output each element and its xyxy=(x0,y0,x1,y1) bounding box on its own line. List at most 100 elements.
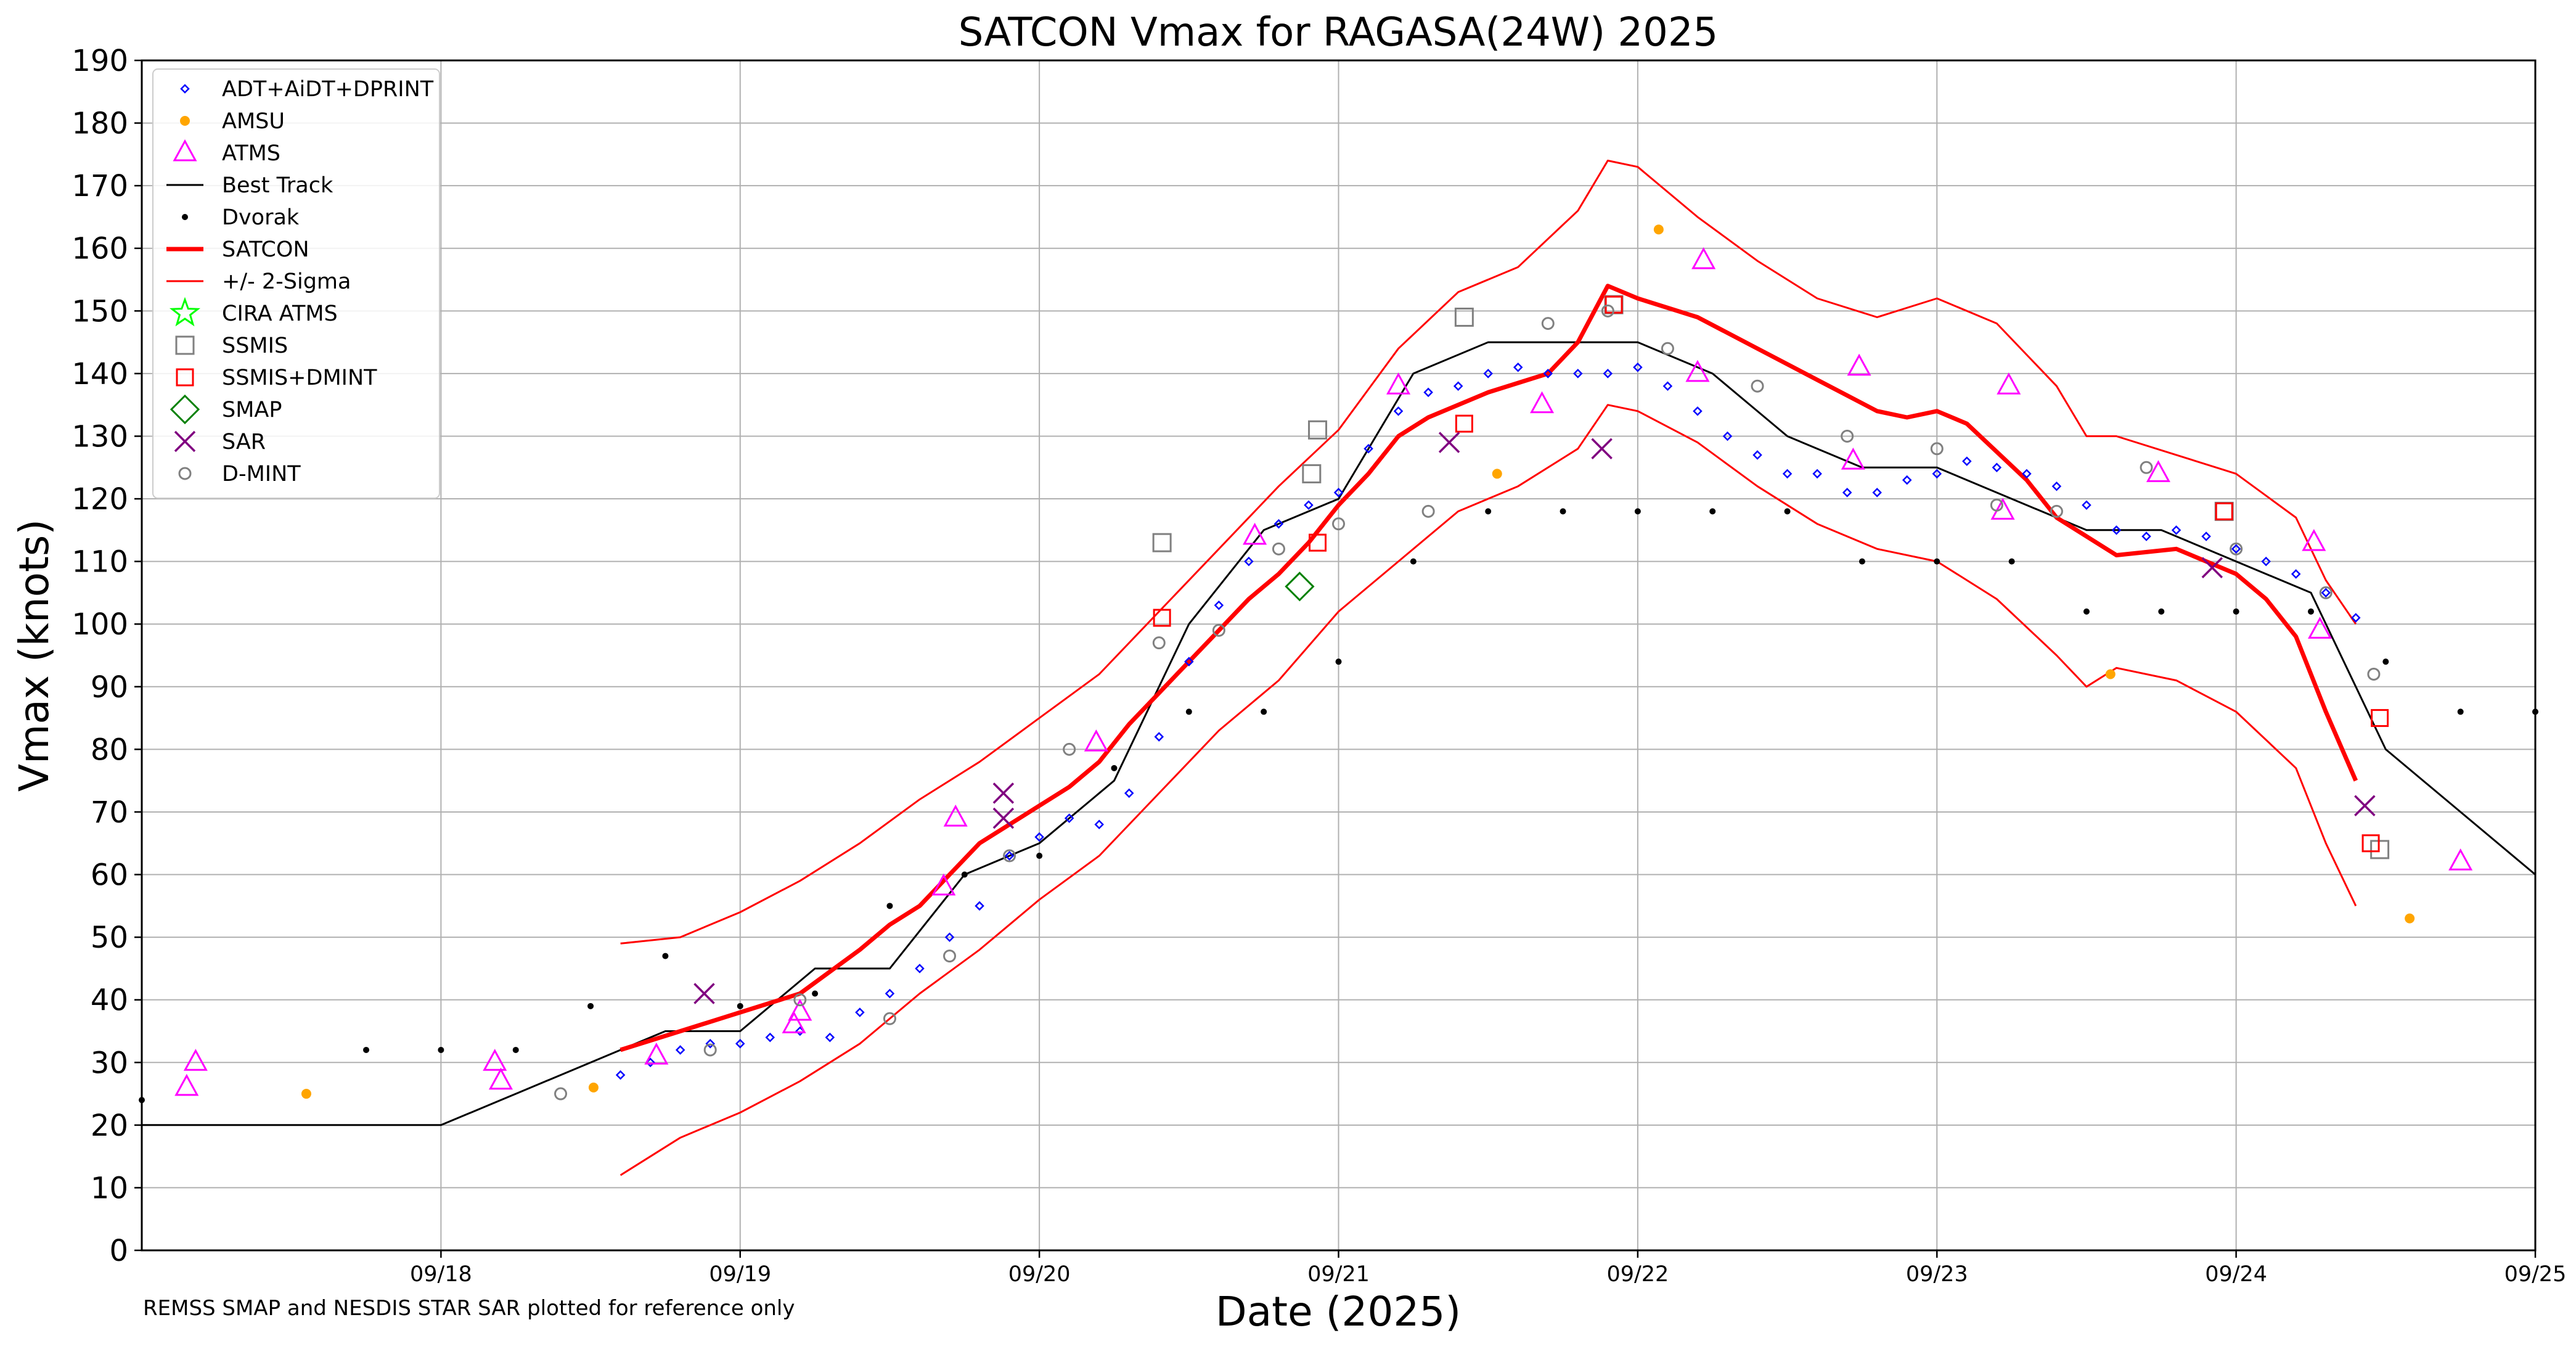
point-dvorak-shape xyxy=(1111,765,1118,771)
point-adt-shape xyxy=(1364,444,1373,454)
point-dvorak-shape xyxy=(1036,853,1043,859)
point-adt-shape xyxy=(1932,469,1942,479)
point-adt-shape xyxy=(1543,369,1553,379)
point-adt xyxy=(1693,406,1703,416)
point-sar-shape xyxy=(693,983,715,1004)
series-layer xyxy=(139,160,2538,1176)
series-adt-4 xyxy=(615,362,2361,1080)
legend-item-sar: SAR xyxy=(174,430,266,454)
point-dvorak xyxy=(363,1046,370,1053)
point-dvorak xyxy=(2233,608,2239,615)
point-dvorak-shape xyxy=(587,1003,594,1009)
point-dvorak-shape xyxy=(2382,658,2389,665)
point-dmint xyxy=(883,1012,896,1025)
x-tick-label: 09/18 xyxy=(410,1262,472,1287)
point-ssmis-shape xyxy=(1152,533,1172,552)
point-dmint-shape xyxy=(943,949,957,963)
series-line-satcon xyxy=(619,284,2358,1052)
point-dmint xyxy=(2050,504,2063,518)
point-dmint-shape xyxy=(1003,849,1016,863)
point-dmint xyxy=(1751,379,1764,393)
point-atms xyxy=(788,998,812,1021)
legend-item-ssmisdmint: SSMIS+DMINT xyxy=(176,366,377,390)
point-adt-shape xyxy=(855,1007,865,1017)
point-adt xyxy=(1124,788,1134,798)
point-smap xyxy=(1285,572,1315,602)
point-adt xyxy=(1543,369,1553,379)
point-ssmis-shape xyxy=(2214,501,2234,521)
point-sar xyxy=(1591,438,1613,460)
point-amsu xyxy=(2405,913,2415,924)
point-adt-shape xyxy=(2082,500,2091,510)
point-ssmisdmint xyxy=(1153,609,1171,627)
point-dvorak-shape xyxy=(1784,508,1791,515)
series-line-sigma xyxy=(619,404,2357,1176)
point-dvorak-shape xyxy=(1485,508,1492,515)
point-atms-shape xyxy=(2307,617,2333,639)
point-adt xyxy=(1902,475,1912,485)
point-atms-shape xyxy=(2146,460,2170,482)
point-ssmis-shape xyxy=(1308,420,1328,440)
point-adt-shape xyxy=(2171,525,2181,535)
point-ssmisdmint-shape xyxy=(1309,533,1327,552)
point-dvorak-shape xyxy=(2457,708,2464,715)
legend-swatch-ssmis-shape xyxy=(175,335,195,355)
point-adt-shape xyxy=(2141,531,2151,541)
point-adt-shape xyxy=(1902,475,1912,485)
legend-label-adt: ADT+AiDT+DPRINT xyxy=(222,77,434,102)
point-amsu xyxy=(1492,469,1502,479)
point-dmint xyxy=(2367,667,2381,681)
point-sar-shape xyxy=(992,782,1015,804)
point-atms xyxy=(782,1011,806,1033)
point-dmint-shape xyxy=(2319,586,2333,599)
point-atms-shape xyxy=(1847,353,1871,376)
point-atms xyxy=(2307,617,2333,639)
point-dvorak xyxy=(1709,508,1716,515)
point-atms-shape xyxy=(1685,359,1710,382)
point-dmint xyxy=(1003,849,1016,863)
point-ssmis xyxy=(2214,501,2234,521)
legend-label-sar: SAR xyxy=(222,430,266,454)
point-ssmis xyxy=(1308,420,1328,440)
point-adt xyxy=(735,1039,745,1049)
point-dvorak xyxy=(812,990,819,997)
point-ssmisdmint xyxy=(2361,834,2380,853)
point-dvorak xyxy=(662,953,669,959)
point-sar-shape xyxy=(1591,438,1613,460)
legend-swatch-dmint-shape xyxy=(178,467,192,480)
legend-swatch-amsu-shape xyxy=(180,116,190,126)
point-atms xyxy=(1691,247,1716,269)
point-atms-shape xyxy=(943,804,968,827)
point-dmint xyxy=(1841,429,1854,443)
legend-label-smap: SMAP xyxy=(222,398,282,422)
point-adt-shape xyxy=(1064,813,1074,823)
chart-title: SATCON Vmax for RAGASA(24W) 2025 xyxy=(959,10,1719,55)
point-adt xyxy=(1633,362,1643,372)
point-atms-shape xyxy=(1243,522,1267,545)
point-dmint-shape xyxy=(2050,504,2063,518)
y-axis: 0 10 20 30 40 50 60 70 80 90 100 110 120 130 140 150 160… xyxy=(72,44,142,1268)
point-smap-shape xyxy=(1285,572,1315,602)
point-dvorak-shape xyxy=(961,871,968,878)
point-atms xyxy=(2146,460,2170,482)
legend-swatch-cira-shape xyxy=(169,297,201,327)
point-atms xyxy=(488,1067,513,1090)
point-ssmisdmint-shape xyxy=(1153,609,1171,627)
point-sar-shape xyxy=(1438,432,1460,453)
y-tick-label: 60 xyxy=(91,858,128,893)
point-adt-shape xyxy=(1094,819,1104,830)
point-adt-shape xyxy=(2231,544,2241,554)
point-adt-shape xyxy=(1154,732,1164,742)
point-sar xyxy=(2354,795,2376,817)
point-ssmisdmint xyxy=(2215,502,2233,520)
legend-swatch-amsu xyxy=(180,116,190,126)
point-atms-shape xyxy=(644,1042,669,1065)
point-amsu-shape xyxy=(1653,224,1664,235)
legend-label-ssmisdmint: SSMIS+DMINT xyxy=(222,366,377,390)
point-dvorak-shape xyxy=(512,1046,519,1053)
point-adt xyxy=(675,1045,685,1055)
point-amsu xyxy=(2105,669,2116,679)
point-adt xyxy=(1304,500,1314,510)
point-atms-shape xyxy=(1084,729,1108,752)
point-atms xyxy=(174,1073,199,1096)
